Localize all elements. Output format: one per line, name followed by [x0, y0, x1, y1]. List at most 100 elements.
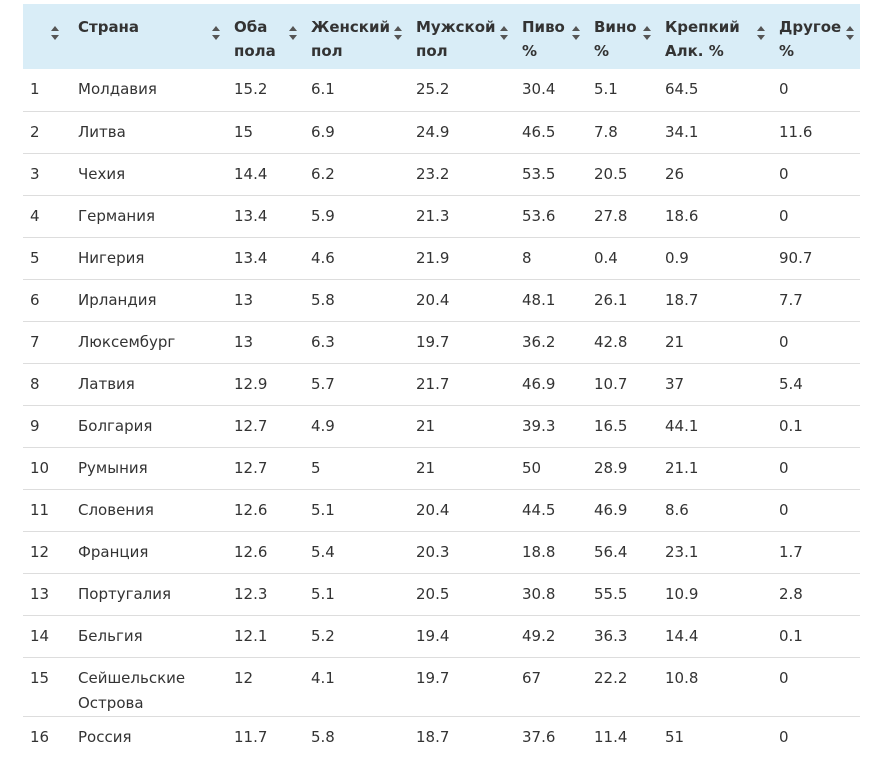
cell-country: Словения	[78, 500, 154, 519]
table-row: 4 Германия 13.4 5.9 21.3 53.6 27.8 18.6 0	[23, 195, 860, 237]
cell-rank: 3	[30, 164, 40, 183]
cell-beer: 39.3	[522, 416, 556, 435]
column-header-beer[interactable]: Пиво %	[514, 4, 586, 69]
cell-male: 23.2	[416, 164, 450, 183]
cell-beer: 48.1	[522, 290, 556, 309]
cell-wine: 26.1	[594, 290, 628, 309]
column-header-label: Мужской пол	[416, 18, 496, 60]
cell-beer: 50	[522, 458, 542, 477]
sort-updown-icon[interactable]	[846, 26, 854, 40]
cell-spirits: 0.9	[665, 248, 689, 267]
column-header-label: Вино %	[594, 18, 637, 60]
cell-both: 15	[234, 122, 254, 141]
column-header-male[interactable]: Мужской пол	[408, 4, 514, 69]
cell-other: 90.7	[779, 248, 813, 267]
cell-wine: 11.4	[594, 727, 628, 746]
cell-rank: 12	[30, 542, 50, 561]
cell-female: 5.1	[311, 584, 335, 603]
cell-male: 19.7	[416, 668, 450, 687]
cell-wine: 55.5	[594, 584, 628, 603]
table-row: 12 Франция 12.6 5.4 20.3 18.8 56.4 23.1 1.7	[23, 531, 860, 573]
cell-spirits: 26	[665, 164, 685, 183]
cell-other: 2.8	[779, 584, 803, 603]
sort-updown-icon[interactable]	[394, 26, 402, 40]
column-header-spirits[interactable]: Крепкий Алк. %	[657, 4, 771, 69]
cell-spirits: 51	[665, 727, 685, 746]
cell-beer: 8	[522, 248, 532, 267]
cell-both: 12.9	[234, 374, 268, 393]
cell-spirits: 10.8	[665, 668, 699, 687]
cell-female: 6.2	[311, 164, 335, 183]
cell-other: 0.1	[779, 416, 803, 435]
cell-rank: 2	[30, 122, 40, 141]
table-row: 15 Сейшельские Острова 12 4.1 19.7 67 22.2 10.8…	[23, 657, 860, 716]
table-row: 5 Нигерия 13.4 4.6 21.9 8 0.4 0.9 90.7	[23, 237, 860, 279]
cell-female: 6.1	[311, 80, 335, 98]
cell-spirits: 8.6	[665, 500, 689, 519]
table-header: Страна Оба пола Женский пол Мужской пол Пиво…	[23, 4, 860, 69]
sort-updown-icon[interactable]	[500, 26, 508, 40]
table-row: 11 Словения 12.6 5.1 20.4 44.5 46.9 8.6 0	[23, 489, 860, 531]
cell-rank: 1	[30, 80, 40, 98]
column-header-label: Женский пол	[311, 18, 390, 60]
cell-both: 12.6	[234, 542, 268, 561]
column-header-label: Страна	[78, 18, 140, 36]
sort-updown-icon[interactable]	[289, 26, 297, 40]
table-row: 6 Ирландия 13 5.8 20.4 48.1 26.1 18.7 7.7	[23, 279, 860, 321]
cell-female: 4.1	[311, 668, 335, 687]
column-header-female[interactable]: Женский пол	[303, 4, 408, 69]
column-header-rank[interactable]	[23, 4, 66, 69]
table-row: 9 Болгария 12.7 4.9 21 39.3 16.5 44.1 0.1	[23, 405, 860, 447]
cell-rank: 14	[30, 626, 50, 645]
cell-male: 21.7	[416, 374, 450, 393]
cell-spirits: 21.1	[665, 458, 699, 477]
column-header-wine[interactable]: Вино %	[586, 4, 657, 69]
table-row: 1 Молдавия 15.2 6.1 25.2 30.4 5.1 64.5 0	[23, 69, 860, 111]
cell-both: 12	[234, 668, 254, 687]
cell-female: 5.1	[311, 500, 335, 519]
column-header-country[interactable]: Страна	[66, 4, 226, 69]
cell-spirits: 37	[665, 374, 685, 393]
cell-country: Сейшельские Острова	[78, 668, 186, 712]
table-row: 13 Португалия 12.3 5.1 20.5 30.8 55.5 10.9 2.8	[23, 573, 860, 615]
sort-updown-icon[interactable]	[212, 26, 220, 40]
table-row: 7 Люксембург 13 6.3 19.7 36.2 42.8 21 0	[23, 321, 860, 363]
cell-country: Россия	[78, 727, 132, 746]
cell-spirits: 21	[665, 332, 685, 351]
cell-wine: 22.2	[594, 668, 628, 687]
cell-country: Люксембург	[78, 332, 176, 351]
cell-wine: 28.9	[594, 458, 628, 477]
cell-rank: 7	[30, 332, 40, 351]
cell-spirits: 34.1	[665, 122, 699, 141]
cell-beer: 67	[522, 668, 542, 687]
column-header-other[interactable]: Другое %	[771, 4, 860, 69]
cell-female: 5.4	[311, 542, 335, 561]
cell-female: 6.9	[311, 122, 335, 141]
cell-country: Молдавия	[78, 80, 157, 98]
cell-spirits: 18.6	[665, 206, 699, 225]
cell-both: 12.6	[234, 500, 268, 519]
cell-other: 5.4	[779, 374, 803, 393]
cell-country: Германия	[78, 206, 155, 225]
table-row: 2 Литва 15 6.9 24.9 46.5 7.8 34.1 11.6	[23, 111, 860, 153]
cell-other: 0.1	[779, 626, 803, 645]
sort-updown-icon[interactable]	[757, 26, 765, 40]
cell-male: 20.4	[416, 290, 450, 309]
sort-updown-icon[interactable]	[643, 26, 651, 40]
column-header-label: Оба пола	[234, 18, 276, 60]
cell-other: 0	[779, 500, 789, 519]
alcohol-consumption-table: Страна Оба пола Женский пол Мужской пол Пиво…	[23, 4, 860, 758]
sort-updown-icon[interactable]	[572, 26, 580, 40]
cell-wine: 46.9	[594, 500, 628, 519]
cell-rank: 13	[30, 584, 50, 603]
cell-male: 21	[416, 416, 436, 435]
cell-both: 12.3	[234, 584, 268, 603]
cell-male: 21	[416, 458, 436, 477]
cell-both: 12.7	[234, 458, 268, 477]
column-header-both[interactable]: Оба пола	[226, 4, 303, 69]
cell-both: 13.4	[234, 248, 268, 267]
cell-female: 5.8	[311, 727, 335, 746]
column-header-label: Другое %	[779, 18, 842, 60]
cell-both: 15.2	[234, 80, 268, 98]
sort-updown-icon[interactable]	[51, 26, 59, 40]
